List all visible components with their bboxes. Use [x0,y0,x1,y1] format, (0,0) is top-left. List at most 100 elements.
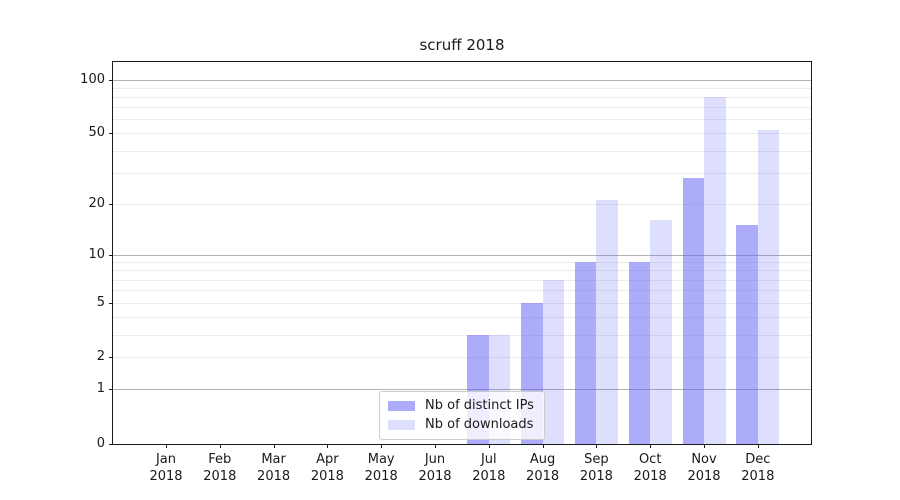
x-tick-month: Jan [155,452,177,467]
x-tick-label-jun: Jun 2018 [407,451,463,485]
x-tick-year: 2018 [526,469,560,484]
bar-downloads-aug [542,279,565,444]
gridline-minor-6 [113,290,811,292]
gridline-major-1 [113,389,811,391]
y-tick-mark-50 [109,133,113,135]
x-tick-mark-apr [327,444,329,448]
x-tick-mark-mar [273,444,275,448]
x-tick-mark-feb [219,444,221,448]
gridline-minor-70 [113,107,811,109]
x-tick-label-dec: Dec 2018 [730,451,786,485]
x-tick-month: Feb [208,452,232,467]
y-tick-label-20: 20 [88,195,105,211]
x-tick-year: 2018 [472,469,506,484]
x-tick-month: Oct [638,452,662,467]
y-tick-label-2: 2 [96,349,105,365]
x-tick-year: 2018 [741,469,775,484]
gridline-minor-8 [113,270,811,272]
x-tick-month: Apr [316,452,339,467]
bar-downloads-sep [596,199,618,444]
gridline-minor-4 [113,316,811,318]
gridline-minor-7 [113,279,811,281]
x-tick-label-apr: Apr 2018 [299,451,355,485]
x-tick-mark-nov [704,444,705,448]
y-tick-mark-100 [109,79,113,81]
y-tick-mark-5 [109,302,113,304]
x-tick-mark-oct [650,444,652,448]
x-tick-year: 2018 [257,469,291,484]
y-tick-mark-20 [109,203,113,205]
bar-ips-oct [628,262,651,444]
x-tick-mark-jun [435,444,436,448]
x-tick-year: 2018 [579,469,613,484]
x-tick-month: Nov [691,452,717,467]
chart-title: scruff 2018 [419,36,505,54]
y-tick-mark-10 [109,254,113,256]
x-tick-mark-aug [542,444,544,448]
x-tick-label-may: May 2018 [353,451,409,485]
y-tick-label-10: 10 [88,246,105,262]
y-tick-label-1: 1 [96,381,105,397]
x-tick-mark-jul [488,444,490,448]
gridline-minor-9 [113,262,811,264]
x-tick-label-jan: Jan 2018 [138,451,194,485]
bar-downloads-dec [757,130,780,444]
x-tick-year: 2018 [418,469,452,484]
gridline-minor-80 [113,96,811,98]
x-tick-month: May [367,452,395,467]
x-tick-label-nov: Nov 2018 [676,451,732,485]
legend-item-distinct-ips: Nb of distinct IPs [388,398,534,413]
bar-ips-dec [736,225,758,444]
x-tick-year: 2018 [364,469,398,484]
x-tick-label-oct: Oct 2018 [622,451,678,485]
y-tick-label-5: 5 [96,294,105,310]
legend-swatch-distinct-ips [388,400,415,411]
gridline-major-10 [113,254,811,256]
gridline-minor-50 [113,133,811,135]
x-tick-label-aug: Aug 2018 [515,451,571,485]
x-tick-label-jul: Jul 2018 [461,451,517,485]
x-tick-year: 2018 [687,469,721,484]
x-tick-label-feb: Feb 2018 [192,451,248,485]
legend-swatch-downloads [388,419,415,430]
legend-label-downloads: Nb of downloads [425,417,534,432]
gridline-minor-2 [113,357,811,359]
x-tick-year: 2018 [149,469,183,484]
x-tick-year: 2018 [203,469,237,484]
y-tick-label-0: 0 [96,436,105,451]
x-tick-month: Aug [529,452,556,467]
x-tick-mark-may [381,444,383,448]
y-tick-mark-1 [109,389,113,391]
bar-downloads-oct [650,220,672,444]
y-tick-label-50: 50 [88,125,105,141]
legend-item-downloads: Nb of downloads [388,417,534,432]
x-tick-month: Mar [261,452,286,467]
x-tick-label-mar: Mar 2018 [246,451,302,485]
y-tick-mark-0 [109,444,113,445]
x-tick-month: Jul [480,452,497,467]
x-tick-month: Jun [424,452,446,467]
gridline-minor-60 [113,119,811,121]
plot-area [112,61,812,445]
gridline-minor-30 [113,172,811,174]
x-tick-year: 2018 [310,469,344,484]
x-tick-mark-sep [596,444,598,448]
bar-ips-sep [574,262,597,444]
bar-ips-nov [682,178,704,444]
x-tick-month: Sep [584,452,609,467]
y-tick-label-100: 100 [80,71,105,87]
gridline-minor-20 [113,203,811,205]
bar-downloads-nov [704,96,726,444]
x-tick-label-sep: Sep 2018 [568,451,624,485]
legend: Nb of distinct IPs Nb of downloads [379,391,545,440]
x-tick-mark-dec [757,444,759,448]
legend-label-distinct-ips: Nb of distinct IPs [425,398,534,413]
y-tick-mark-2 [109,357,113,359]
gridline-major-100 [113,79,811,81]
x-tick-year: 2018 [633,469,667,484]
gridline-minor-3 [113,334,811,336]
gridline-minor-5 [113,302,811,304]
x-tick-month: Dec [745,452,771,467]
gridline-minor-40 [113,150,811,152]
